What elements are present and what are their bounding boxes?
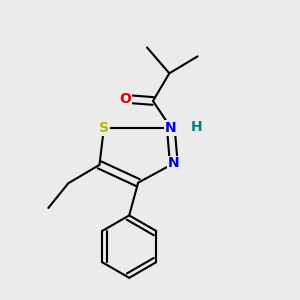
Text: N: N bbox=[165, 121, 177, 135]
Text: H: H bbox=[190, 120, 202, 134]
Text: S: S bbox=[99, 121, 109, 135]
Text: O: O bbox=[120, 92, 132, 106]
Text: N: N bbox=[168, 156, 180, 170]
